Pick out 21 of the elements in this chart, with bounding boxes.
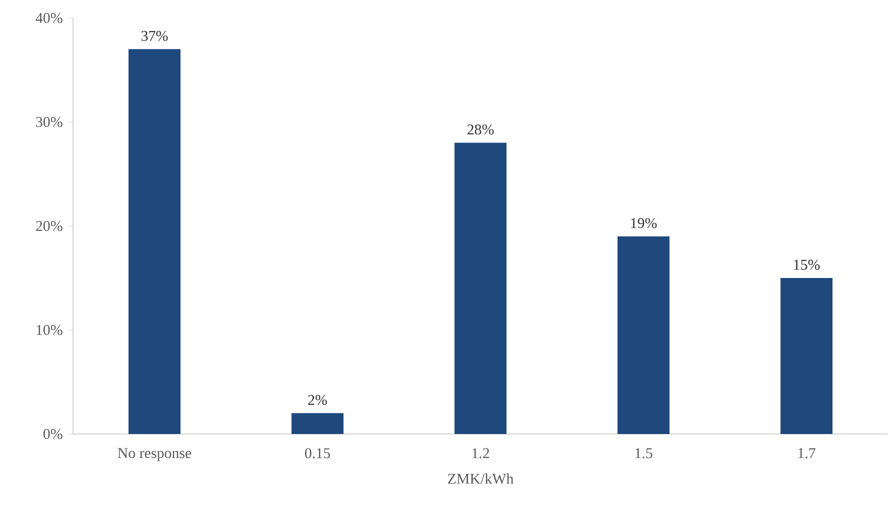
y-tick-label: 20% <box>36 220 62 232</box>
bar <box>128 49 181 434</box>
data-label: 37% <box>142 30 168 42</box>
y-tick-label: 40% <box>36 12 62 24</box>
x-axis-title: ZMK/kWh <box>448 473 514 484</box>
x-tick-label: 1.5 <box>635 448 652 458</box>
x-tick-label: No response <box>118 448 192 462</box>
data-label: 15% <box>794 260 820 270</box>
x-tick-label: 1.2 <box>472 448 490 458</box>
data-label: 28% <box>467 124 494 135</box>
data-label: 19% <box>631 218 657 228</box>
x-tick-label: 1.7 <box>798 448 816 458</box>
x-tick-label: 0.15 <box>304 448 330 458</box>
y-tick-label: 0% <box>43 428 62 440</box>
bar <box>292 413 344 434</box>
y-tick-label: 10% <box>36 324 62 336</box>
bar <box>618 236 670 434</box>
bar <box>780 278 833 434</box>
bar <box>454 142 507 434</box>
y-tick-label: 30% <box>36 116 62 128</box>
data-label: 2% <box>308 394 327 406</box>
